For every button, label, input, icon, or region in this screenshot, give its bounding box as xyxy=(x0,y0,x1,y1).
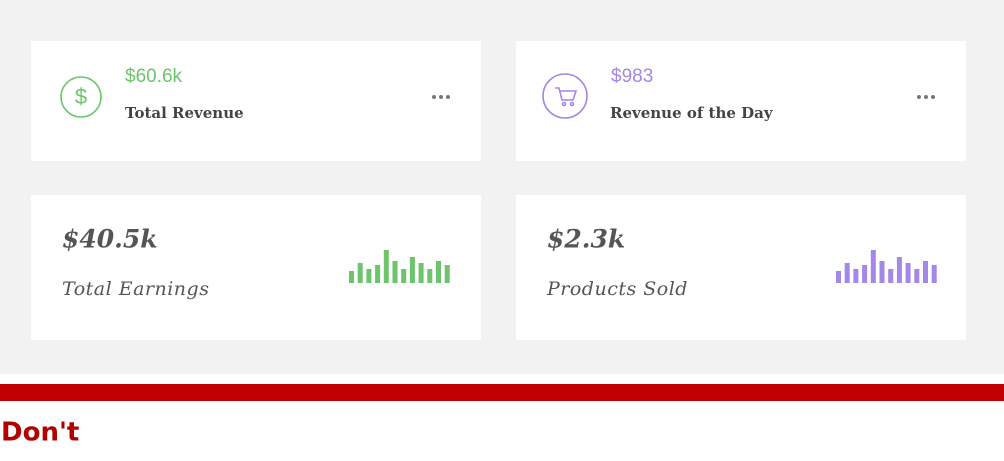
sparkline-bar xyxy=(357,263,363,283)
card xyxy=(31,195,481,340)
sparkline-bar xyxy=(879,261,885,283)
sparkline-bar xyxy=(427,269,433,283)
footer-title: Don't xyxy=(1,418,79,448)
sparkline-bar xyxy=(392,261,398,283)
card xyxy=(31,41,481,161)
sparkline-bar xyxy=(401,269,407,283)
dollar-icon: $ xyxy=(60,76,102,118)
card-value: $2.3k xyxy=(547,225,625,254)
card xyxy=(516,195,966,340)
sparkline-bar xyxy=(923,261,928,283)
more-menu[interactable] xyxy=(917,95,935,99)
sparkline-bar xyxy=(375,265,381,283)
more-menu[interactable] xyxy=(432,95,450,99)
sparkline-bar xyxy=(905,263,911,283)
cart-icon xyxy=(542,73,588,119)
sparkline-bar xyxy=(418,263,424,283)
svg-text:$: $ xyxy=(75,84,87,109)
card-value: $983 xyxy=(611,66,653,87)
sparkline-bar xyxy=(853,269,859,283)
sparkline-bar xyxy=(914,269,920,283)
card xyxy=(516,41,966,161)
card-label: Revenue of the Day xyxy=(610,104,774,122)
sparkline-bar xyxy=(436,261,441,283)
divider-bar xyxy=(0,384,1004,401)
sparkline-bar xyxy=(383,250,389,283)
sparkline-bar xyxy=(366,269,372,283)
sparkline-bar xyxy=(862,265,868,283)
sparkline-bar xyxy=(896,257,902,283)
card-label: Total Revenue xyxy=(125,104,244,122)
sparkline-bar xyxy=(349,271,354,283)
sparkline-bar xyxy=(931,265,937,283)
sparkline-bar xyxy=(870,250,876,283)
sparkline-bar xyxy=(836,271,841,283)
card-label: Total Earnings xyxy=(62,278,209,300)
sparkline-bar xyxy=(409,257,415,283)
card-value: $40.5k xyxy=(62,225,158,254)
card-value: $60.6k xyxy=(125,66,183,87)
sparkline-bar xyxy=(844,263,850,283)
sparkline-bar xyxy=(444,265,450,283)
card-label: Products Sold xyxy=(546,278,688,300)
sparkline-bar xyxy=(888,269,894,283)
